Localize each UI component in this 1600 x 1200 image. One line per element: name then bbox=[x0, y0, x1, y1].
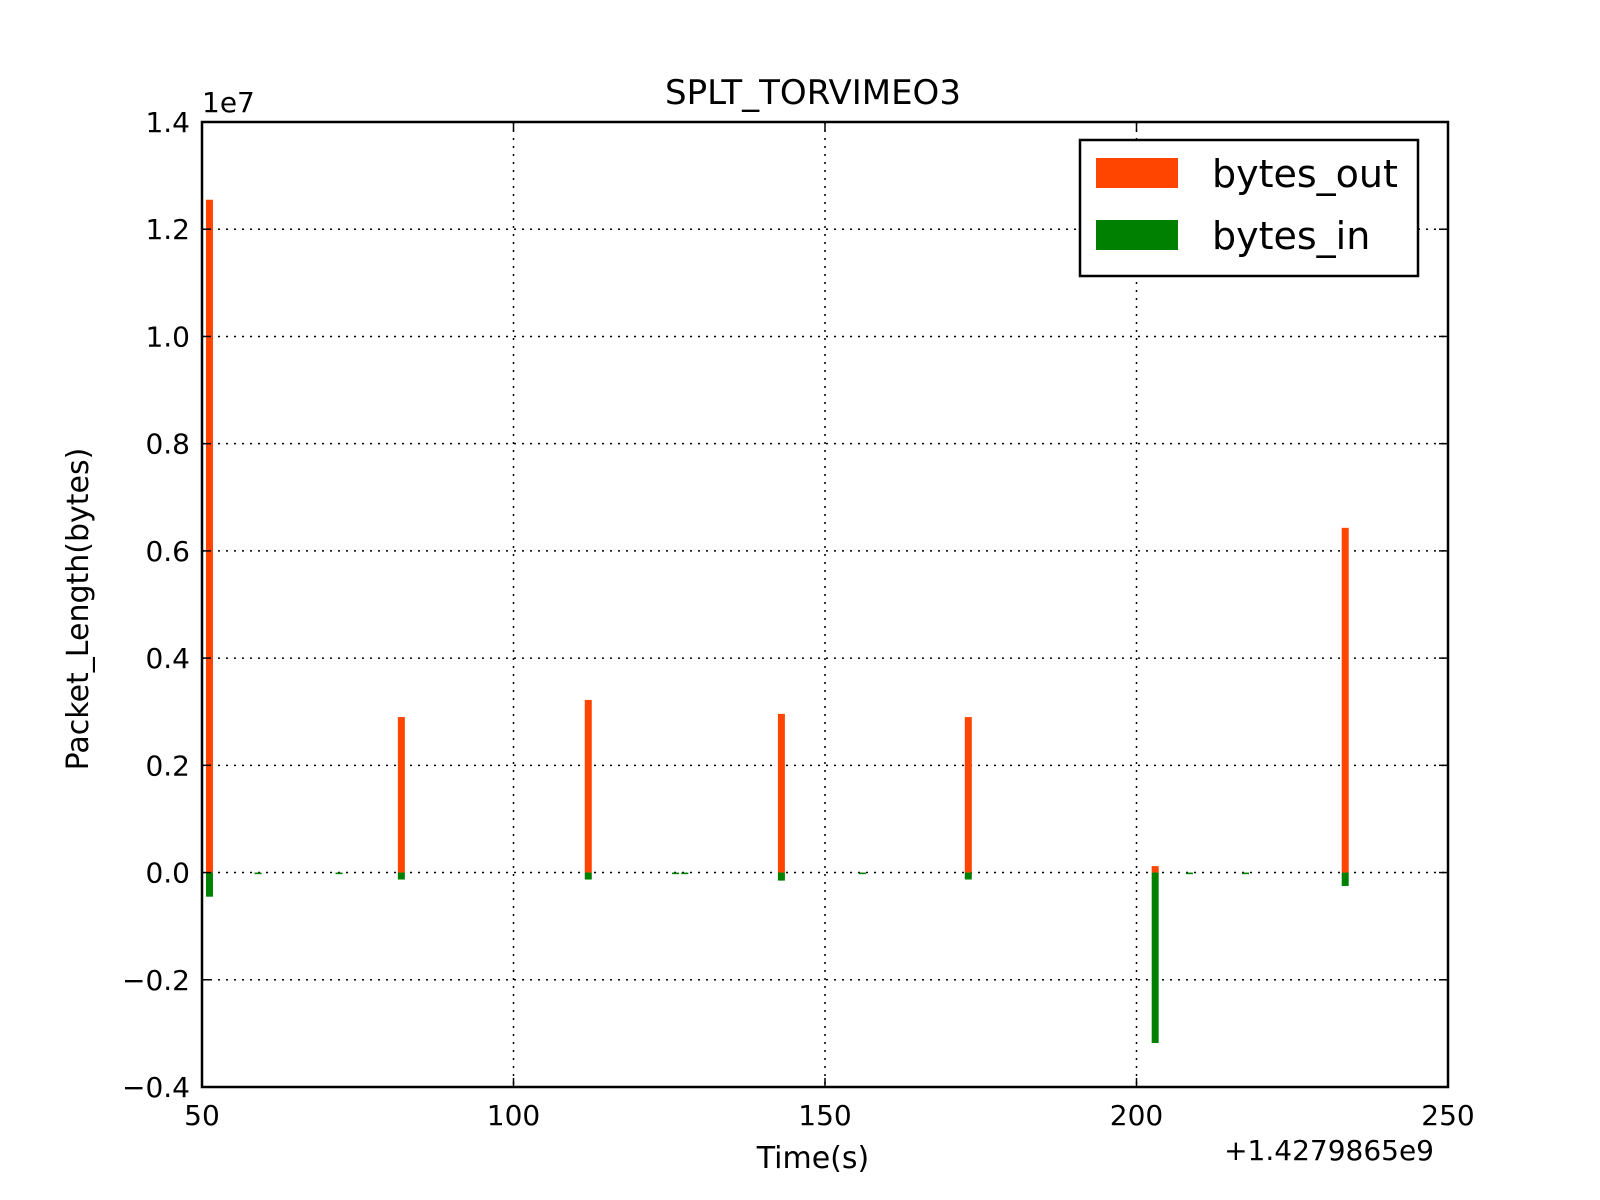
bar-bytes-in bbox=[335, 872, 343, 875]
y-tick-label: 0.6 bbox=[145, 535, 190, 568]
bar-bytes-in bbox=[671, 872, 679, 875]
bar-bytes-in bbox=[1151, 872, 1159, 1044]
legend-label-bytes-in: bytes_in bbox=[1212, 214, 1370, 258]
y-tick-label: −0.4 bbox=[122, 1071, 190, 1104]
bar-bytes-out bbox=[397, 717, 405, 873]
y-tick-label: −0.2 bbox=[122, 964, 190, 997]
y-tick-label: 0.2 bbox=[145, 749, 190, 782]
bar-bytes-in bbox=[1341, 872, 1349, 886]
x-tick-label: 100 bbox=[487, 1099, 540, 1132]
ticks: 50 100 150 200 250 −0.4 −0.2 0.0 0.2 0.4 0.6 0.8 1.0… bbox=[122, 106, 1475, 1132]
x-tick-label: 50 bbox=[184, 1099, 220, 1132]
bar-bytes-out bbox=[1341, 527, 1349, 873]
legend-swatch-bytes-in bbox=[1096, 220, 1178, 250]
bar-bytes-in bbox=[1242, 872, 1250, 875]
y-tick-label: 0.0 bbox=[145, 857, 190, 890]
bar-bytes-out bbox=[205, 199, 213, 873]
bar-bytes-out bbox=[777, 713, 785, 873]
x-tick-label: 150 bbox=[798, 1099, 851, 1132]
bar-bytes-in bbox=[964, 872, 972, 880]
legend-swatch-bytes-out bbox=[1096, 158, 1178, 188]
bar-bytes-in bbox=[681, 872, 689, 875]
bars bbox=[205, 199, 1349, 1044]
y-tick-label: 0.8 bbox=[145, 428, 190, 461]
y-tick-label: 1.0 bbox=[145, 320, 190, 353]
y-tick-label: 0.4 bbox=[145, 642, 190, 675]
bar-bytes-in bbox=[397, 872, 405, 880]
x-offset-label: +1.4279865e9 bbox=[1224, 1134, 1434, 1167]
legend-label-bytes-out: bytes_out bbox=[1212, 152, 1398, 196]
y-axis-label: Packet_Length(bytes) bbox=[61, 448, 96, 771]
legend: bytes_out bytes_in bbox=[1078, 138, 1420, 278]
chart-title: SPLT_TORVIMEO3 bbox=[665, 73, 961, 113]
y-tick-label: 1.4 bbox=[145, 106, 190, 139]
bar-bytes-in bbox=[254, 872, 262, 875]
bar-bytes-out bbox=[964, 717, 972, 873]
bar-bytes-out bbox=[584, 699, 592, 873]
bar-bytes-in bbox=[777, 872, 785, 881]
bar-bytes-in bbox=[858, 872, 866, 875]
x-tick-label: 200 bbox=[1110, 1099, 1163, 1132]
x-axis-label: Time(s) bbox=[756, 1141, 869, 1176]
y-scale-label: 1e7 bbox=[202, 86, 255, 119]
y-tick-label: 1.2 bbox=[145, 213, 190, 246]
bar-bytes-in bbox=[584, 872, 592, 880]
bar-bytes-out bbox=[1151, 866, 1159, 873]
bar-bytes-in bbox=[1185, 872, 1193, 875]
x-tick-label: 250 bbox=[1421, 1099, 1474, 1132]
bar-bytes-in bbox=[205, 872, 213, 897]
